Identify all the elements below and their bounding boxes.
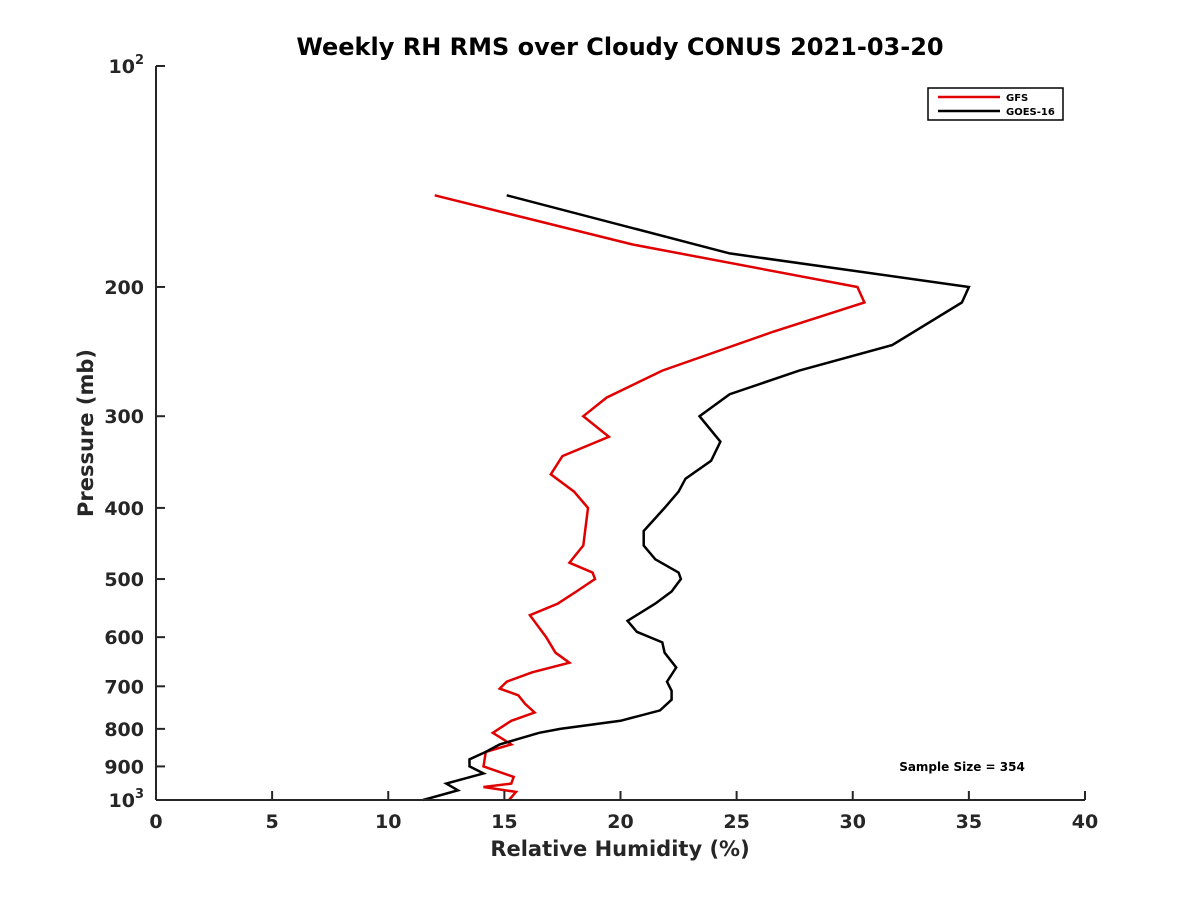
x-tick-label: 5 xyxy=(266,811,279,833)
y-tick-label: 700 xyxy=(104,676,144,698)
series-layer xyxy=(422,194,971,802)
series-line-gfs xyxy=(434,194,867,801)
y-tick-label: 102 xyxy=(109,53,145,78)
legend-box xyxy=(927,87,1064,121)
x-tick-label: 40 xyxy=(1072,811,1098,833)
x-tick-label: 10 xyxy=(375,811,401,833)
x-tick-label: 30 xyxy=(840,811,866,833)
legend: GFS GOES-16 xyxy=(927,87,1064,121)
y-tick-label: 300 xyxy=(104,406,144,428)
y-axis-ticks: 102 200 300 400 500 600 700 800 900 103 xyxy=(104,53,165,812)
y-tick-label: 900 xyxy=(104,756,144,778)
x-tick-label: 0 xyxy=(149,811,162,833)
x-tick-label: 25 xyxy=(723,811,749,833)
x-axis-label: Relative Humidity (%) xyxy=(490,837,749,861)
y-tick-label: 800 xyxy=(104,719,144,741)
y-tick-label: 500 xyxy=(104,569,144,591)
x-tick-label: 20 xyxy=(607,811,633,833)
x-axis-ticks: 0 5 10 15 20 25 30 35 40 xyxy=(149,791,1098,833)
y-tick-label: 400 xyxy=(104,498,144,520)
x-tick-label: 35 xyxy=(956,811,982,833)
y-tick-label: 200 xyxy=(104,277,144,299)
y-tick-label: 103 xyxy=(109,787,145,812)
legend-label-gfs: GFS xyxy=(1006,93,1028,104)
series-line-goes16 xyxy=(422,194,971,802)
chart-title: Weekly RH RMS over Cloudy CONUS 2021-03-… xyxy=(296,33,943,61)
y-axis-label: Pressure (mb) xyxy=(74,349,98,517)
legend-label-goes16: GOES-16 xyxy=(1006,107,1055,118)
sample-size-annotation: Sample Size = 354 xyxy=(899,760,1025,774)
y-tick-label: 600 xyxy=(104,627,144,649)
x-tick-label: 15 xyxy=(491,811,517,833)
